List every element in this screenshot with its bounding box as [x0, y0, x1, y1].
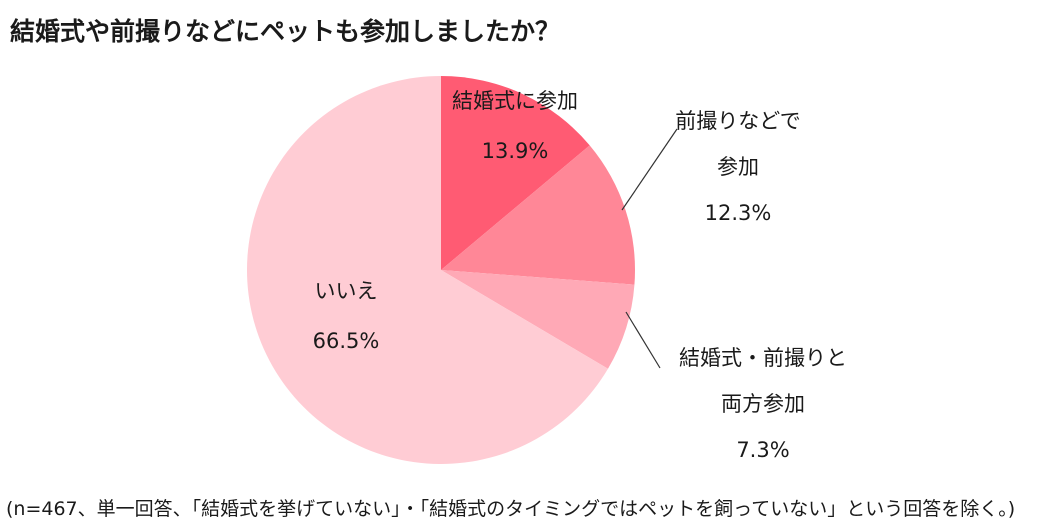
slice-value-label: 13.9%: [482, 139, 549, 163]
slice-value-label: 12.3%: [705, 201, 772, 225]
chart-title: 結婚式や前撮りなどにペットも参加しましたか？: [10, 17, 561, 46]
slice-category-label: 結婚式に参加: [452, 89, 578, 113]
pie-slice: [441, 270, 635, 369]
leader-line: [621, 128, 678, 211]
slice-category-label: 参加: [717, 155, 759, 179]
pie-slice: [441, 145, 636, 285]
slice-value-label: 66.5%: [313, 329, 380, 353]
slice-category-label: 前撮りなどで: [675, 109, 801, 133]
slice-category-label: 結婚式・前撮りと: [679, 346, 847, 370]
footnote: (n=467、単一回答、「結婚式を挙げていない」・「結婚式のタイミングではペット…: [6, 498, 1016, 520]
leader-line: [625, 311, 661, 369]
slice-category-label: 両方参加: [721, 392, 805, 416]
pie-slice: [246, 76, 608, 465]
slice-value-label: 7.3%: [736, 438, 789, 462]
slice-category-label: いいえ: [315, 279, 378, 303]
pie-slice: [441, 76, 590, 270]
